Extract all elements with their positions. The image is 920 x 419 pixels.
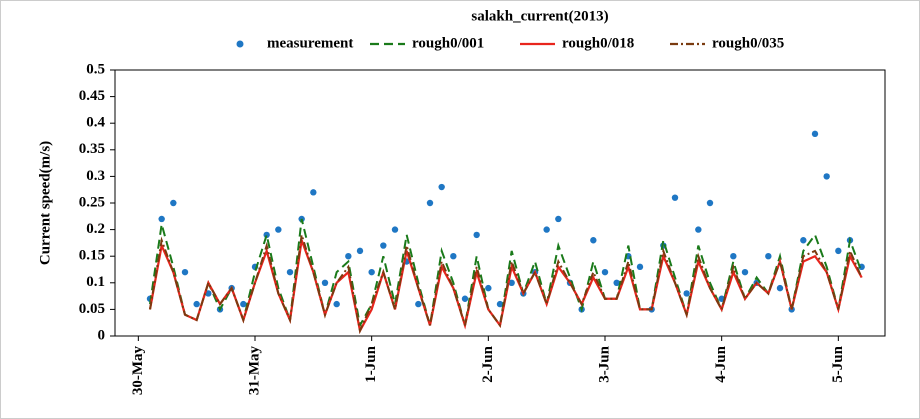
series-line [149,218,863,329]
data-point [263,231,270,239]
data-point [240,300,247,308]
y-axis-label: Current speed(m/s) [37,141,53,265]
x-tick-label: 3-Jun [596,345,612,382]
data-point [671,194,679,201]
data-point [193,300,200,308]
data-point [426,199,434,207]
y-tick-label: 0.2 [86,221,105,237]
y-tick-label: 0 [98,327,106,343]
plot-frame [114,69,886,337]
data-point [333,300,340,308]
y-tick-label: 0.5 [86,61,105,77]
data-point [438,183,445,191]
data-point [473,231,480,239]
data-point [601,268,609,276]
data-point [415,300,422,308]
data-point [590,237,597,244]
y-tick-label: 0.25 [79,194,105,210]
data-point [555,215,562,223]
data-point [380,242,387,249]
data-point [356,247,364,255]
x-tick-label: 1-Jun [363,345,379,382]
data-point [158,215,165,223]
data-point [765,253,772,260]
chart-title: salakh_current(2013) [471,8,608,24]
data-point [683,290,690,297]
data-point [345,253,352,260]
data-point [485,284,492,292]
legend-label: measurement [267,35,353,51]
y-tick-label: 0.1 [86,274,105,290]
data-point [170,199,177,207]
data-point [181,268,189,276]
data-point [368,268,375,276]
data-point [310,189,317,196]
y-tick-label: 0.3 [86,168,105,184]
legend-symbol [236,40,244,48]
data-point [835,247,842,255]
data-point [321,279,329,286]
x-tick-label: 30-May [130,346,146,396]
y-tick-label: 0.4 [86,115,105,131]
data-point [730,253,737,260]
data-point [776,284,784,292]
data-point [636,263,644,271]
legend-label: rough0/001 [412,35,484,51]
legend-label: rough0/018 [562,35,634,51]
data-point [461,295,469,302]
data-point [391,226,399,233]
y-tick-label: 0.35 [79,141,105,157]
y-tick-label: 0.15 [79,248,105,264]
data-point [613,279,620,286]
x-tick-label: 2-Jun [480,345,496,382]
data-point [811,130,819,138]
data-point [450,253,457,260]
data-point [543,226,550,233]
y-tick-label: 0.05 [79,301,105,317]
data-point [508,279,515,286]
data-point [275,226,282,233]
x-tick-label: 5-Jun [830,345,846,382]
legend-label: rough0/035 [712,35,784,51]
data-point [741,268,749,276]
x-tick-label: 4-Jun [713,345,729,382]
data-point [496,300,504,308]
data-point [286,268,294,276]
data-point [823,173,830,180]
data-point [695,226,702,233]
data-point [205,290,212,297]
y-tick-label: 0.45 [79,88,105,104]
series-line [149,234,863,335]
x-tick-label: 31-May [246,346,262,396]
data-point [706,199,714,207]
data-point [800,237,807,244]
